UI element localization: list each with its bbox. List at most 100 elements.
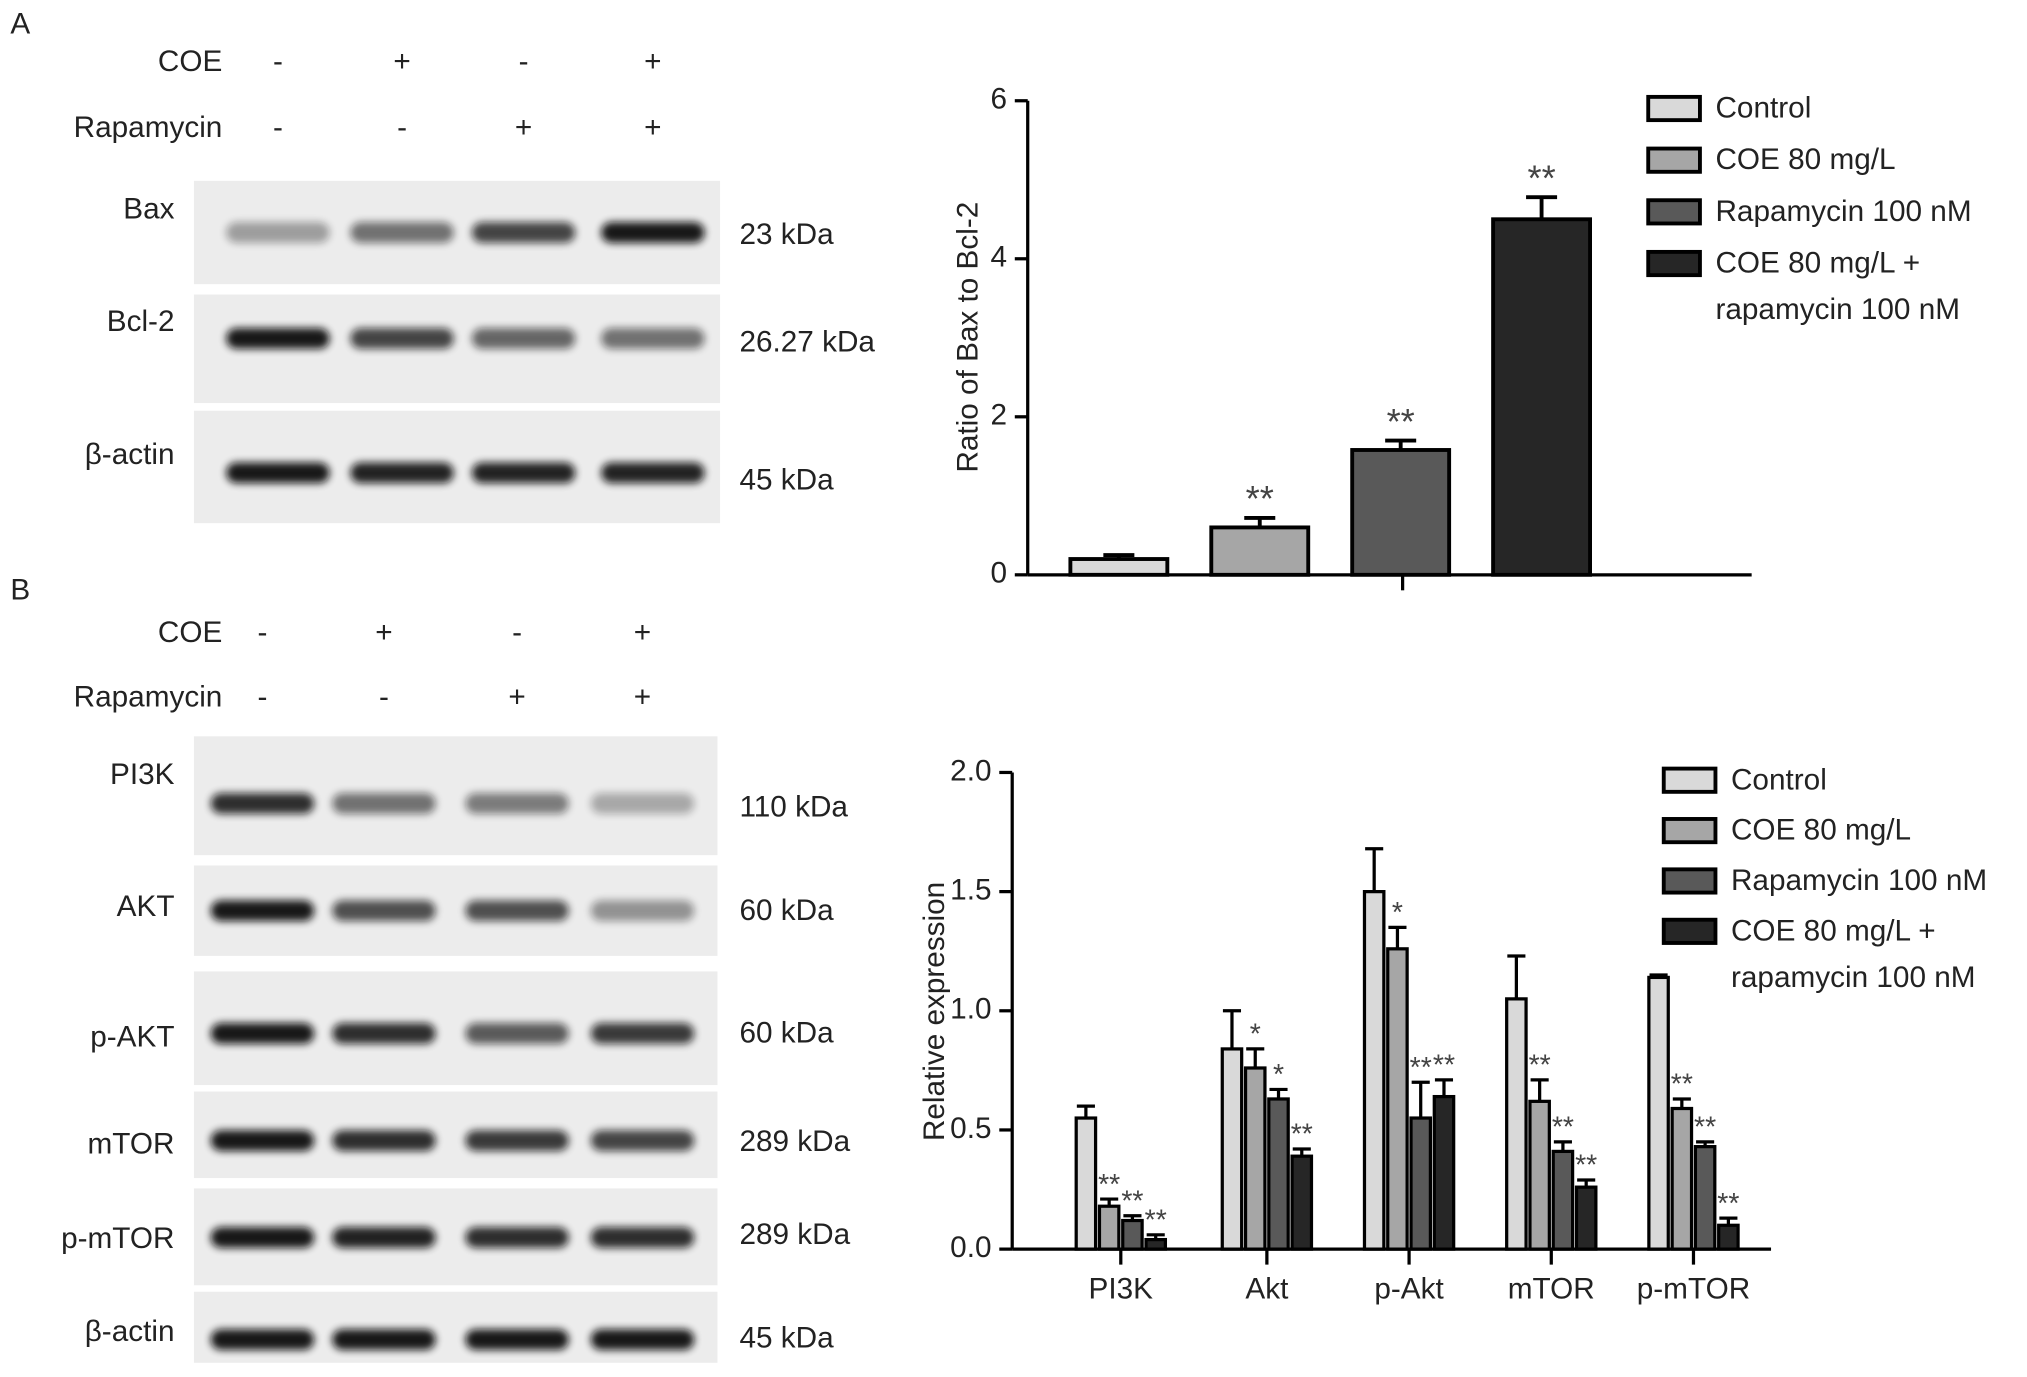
significance-mark: ** bbox=[1145, 1205, 1167, 1237]
protein-label: Bax bbox=[123, 192, 174, 225]
bar bbox=[1074, 1116, 1098, 1251]
blot-band bbox=[226, 328, 330, 349]
x-tick-label: mTOR bbox=[1508, 1272, 1595, 1305]
blot-band bbox=[210, 900, 315, 922]
y-tick-label: 0.0 bbox=[950, 1231, 991, 1264]
y-tick-label: 4 bbox=[990, 241, 1007, 274]
bar bbox=[1647, 975, 1670, 1251]
y-tick-label: 2.0 bbox=[950, 754, 991, 787]
bar bbox=[1505, 997, 1528, 1251]
blot-band bbox=[350, 222, 454, 243]
y-tick-label: 6 bbox=[990, 83, 1007, 116]
treatment-sign: + bbox=[634, 681, 651, 714]
legend-label: COE 80 mg/L + rapamycin 100 nM bbox=[1730, 913, 1976, 994]
significance-mark: ** bbox=[1098, 1169, 1120, 1201]
treatment-sign: + bbox=[375, 616, 392, 649]
blot-band bbox=[601, 462, 705, 484]
panel-label: B bbox=[10, 573, 30, 606]
legend-swatch bbox=[1646, 198, 1702, 226]
bar bbox=[1551, 1149, 1575, 1251]
blot-band bbox=[332, 1329, 436, 1350]
blot-band bbox=[590, 1329, 695, 1350]
treatment-sign: - bbox=[257, 681, 267, 714]
protein-label: β-actin bbox=[85, 1315, 175, 1348]
treatment-sign: + bbox=[515, 111, 532, 144]
blot-band bbox=[590, 1227, 695, 1248]
treatment-label: COE bbox=[158, 45, 222, 78]
legend-label: COE 80 mg/L bbox=[1715, 142, 1896, 176]
significance-mark: ** bbox=[1121, 1185, 1143, 1217]
legend-swatch bbox=[1646, 146, 1702, 174]
bar bbox=[1717, 1223, 1740, 1251]
significance-mark: ** bbox=[1527, 157, 1555, 198]
blot-band bbox=[226, 462, 330, 484]
significance-mark: ** bbox=[1717, 1188, 1739, 1220]
significance-mark: * bbox=[1273, 1059, 1284, 1091]
y-tick-label: 0.5 bbox=[950, 1112, 991, 1145]
legend-swatch bbox=[1646, 249, 1702, 278]
bar bbox=[1574, 1185, 1598, 1251]
legend-swatch bbox=[1661, 817, 1718, 845]
treatment-sign: - bbox=[273, 111, 283, 144]
protein-label: PI3K bbox=[110, 758, 175, 791]
significance-mark: ** bbox=[1575, 1150, 1597, 1182]
significance-mark: ** bbox=[1387, 401, 1415, 442]
x-tick-label: Akt bbox=[1245, 1272, 1289, 1305]
blot-band bbox=[590, 1023, 695, 1044]
protein-label: AKT bbox=[117, 890, 175, 923]
legend-entry: COE 80 mg/L bbox=[1731, 813, 1911, 847]
blot-band bbox=[226, 222, 330, 243]
blot-band bbox=[350, 328, 454, 349]
significance-mark: ** bbox=[1552, 1112, 1574, 1144]
legend-swatch bbox=[1661, 917, 1718, 945]
bar bbox=[1386, 947, 1409, 1251]
blot-band bbox=[332, 793, 436, 814]
significance-mark: ** bbox=[1433, 1050, 1455, 1082]
significance-mark: * bbox=[1392, 897, 1403, 929]
legend-label: Rapamycin 100 nM bbox=[1730, 862, 1988, 897]
blot-band bbox=[590, 1130, 695, 1151]
protein-label: p-mTOR bbox=[61, 1222, 174, 1255]
treatment-sign: + bbox=[508, 681, 525, 714]
size-label: 289 kDa bbox=[739, 1218, 850, 1251]
treatment-sign: + bbox=[644, 111, 661, 144]
blot-band bbox=[210, 1130, 315, 1151]
treatment-sign: + bbox=[634, 616, 651, 649]
significance-mark: * bbox=[1250, 1019, 1261, 1051]
treatment-sign: - bbox=[379, 681, 389, 714]
protein-label: mTOR bbox=[88, 1128, 175, 1161]
blot-band bbox=[332, 1130, 436, 1151]
y-tick-label: 1.0 bbox=[950, 993, 991, 1026]
blot-band bbox=[210, 1329, 315, 1350]
blot-band bbox=[350, 462, 454, 484]
treatment-sign: + bbox=[393, 45, 410, 78]
significance-mark: ** bbox=[1671, 1069, 1693, 1101]
blot-band bbox=[601, 222, 705, 243]
protein-label: Bcl-2 bbox=[107, 305, 175, 338]
legend-swatch bbox=[1646, 94, 1702, 123]
bar bbox=[1432, 1094, 1456, 1251]
significance-mark: ** bbox=[1246, 478, 1274, 519]
significance-mark: ** bbox=[1694, 1112, 1716, 1144]
significance-mark: ** bbox=[1529, 1050, 1551, 1082]
bar bbox=[1528, 1099, 1551, 1251]
x-tick-label: p-mTOR bbox=[1637, 1272, 1750, 1305]
blot-band bbox=[465, 900, 569, 922]
legend-entry: Control bbox=[1715, 90, 1811, 124]
treatment-sign: - bbox=[397, 111, 407, 144]
bar bbox=[1350, 448, 1452, 577]
bar bbox=[1121, 1218, 1144, 1251]
blot-band bbox=[332, 1023, 436, 1044]
blot-band bbox=[601, 328, 705, 349]
treatment-sign: + bbox=[644, 45, 661, 78]
size-label: 110 kDa bbox=[739, 790, 848, 823]
legend-entry: Rapamycin 100 nM bbox=[1730, 862, 1988, 897]
blot-band bbox=[210, 793, 315, 814]
legend-entry: COE 80 mg/L bbox=[1715, 142, 1896, 176]
blot-band bbox=[590, 900, 695, 922]
blot-band bbox=[471, 222, 576, 243]
panel-label: A bbox=[10, 8, 30, 41]
size-label: 23 kDa bbox=[739, 218, 834, 251]
